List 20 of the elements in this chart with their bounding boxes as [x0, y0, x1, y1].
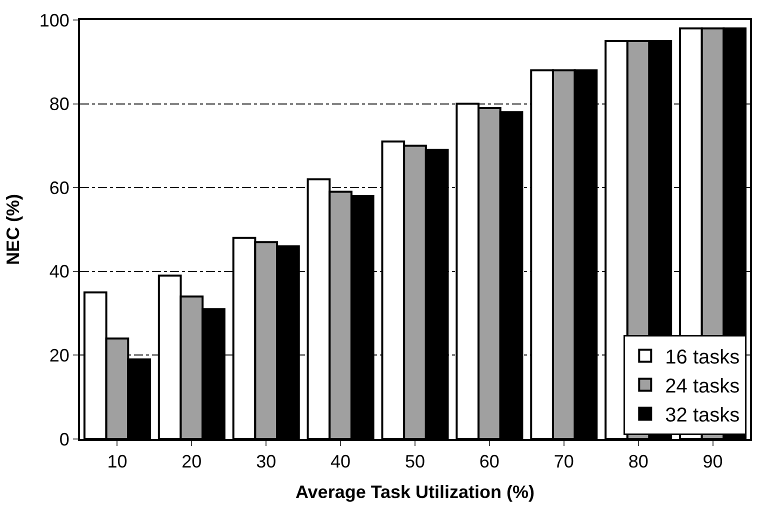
x-tick-label: 60 — [479, 452, 500, 472]
y-tick-label: 60 — [49, 178, 70, 198]
x-tick-label: 30 — [256, 452, 276, 472]
legend-label: 16 tasks — [665, 346, 740, 369]
y-tick-label: 0 — [59, 429, 70, 450]
y-tick-label: 40 — [49, 262, 70, 282]
x-axis-title: Average Task Utilization (%) — [295, 482, 535, 502]
x-tick-label: 20 — [182, 452, 202, 472]
x-tick-label: 80 — [628, 452, 648, 472]
y-tick-label: 80 — [49, 94, 70, 114]
x-tick-label: 40 — [330, 452, 351, 472]
y-tick-label: 20 — [49, 346, 70, 366]
x-tick-label: 90 — [702, 452, 723, 472]
legend-label: 24 tasks — [665, 376, 740, 398]
legend-label: 32 tasks — [665, 404, 740, 427]
y-tick-label: 100 — [39, 10, 70, 30]
x-tick-label: 70 — [554, 452, 574, 472]
y-axis-title: NEC (%) — [3, 194, 24, 265]
x-tick-label: 10 — [107, 452, 128, 472]
x-tick-label: 50 — [404, 452, 426, 472]
